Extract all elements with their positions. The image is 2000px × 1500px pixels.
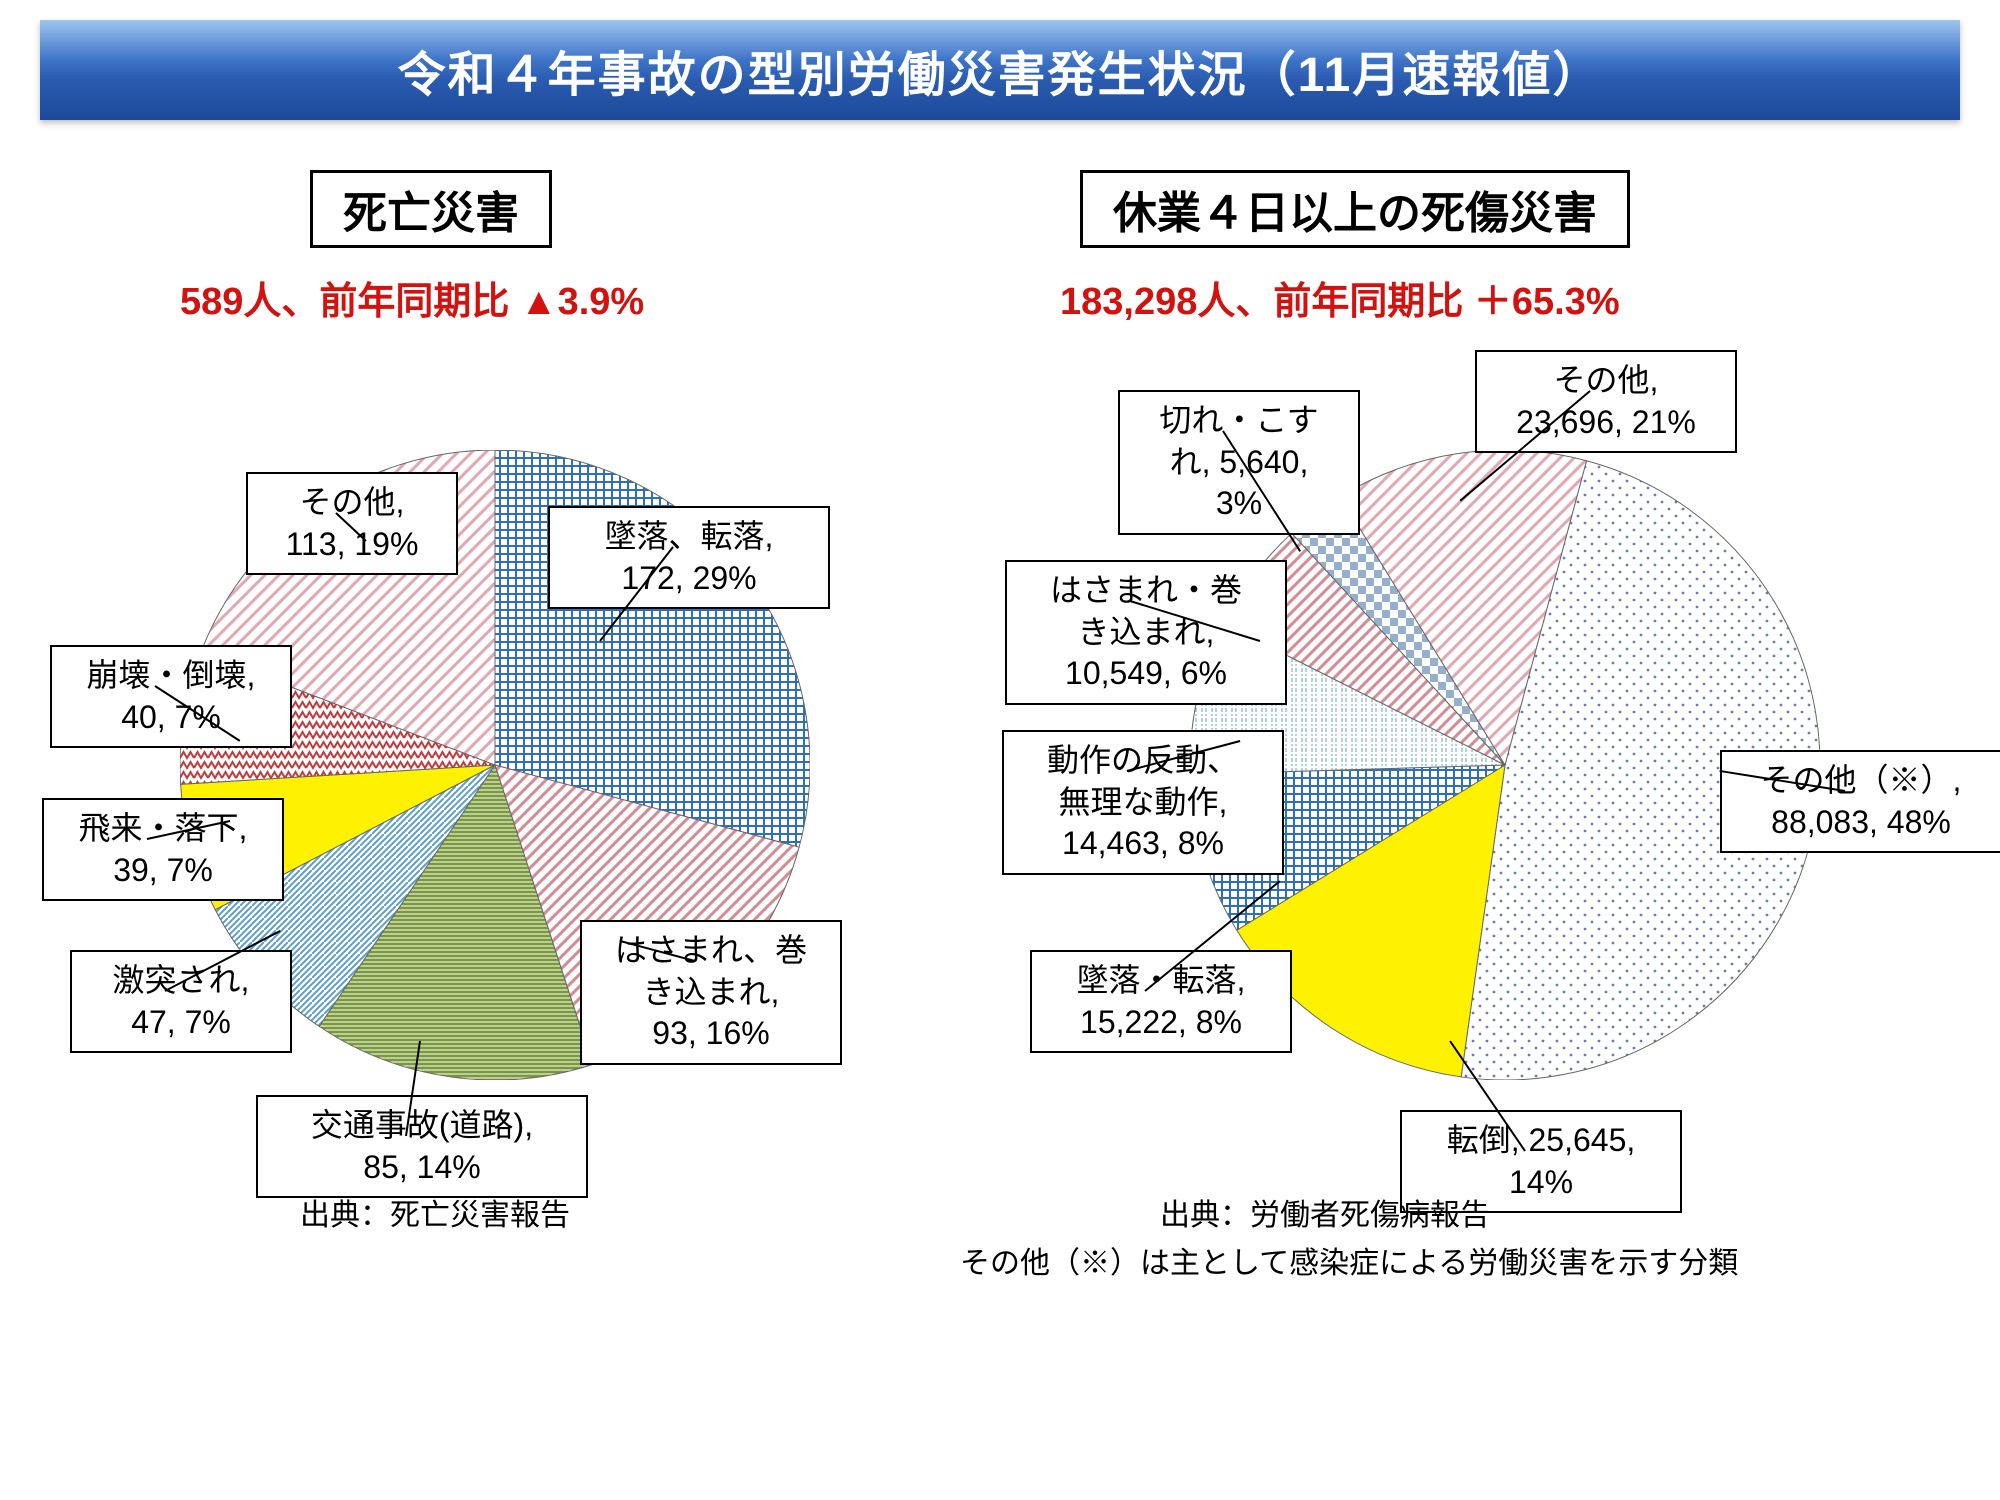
left-chart-title-box: 死亡災害	[310, 170, 552, 248]
left-chart-title: 死亡災害	[343, 189, 519, 238]
right-chart-stat: 183,298人、前年同期比 ＋65.3%	[1060, 270, 1620, 325]
chart-callout: 交通事故(道路), 85, 14%	[256, 1095, 588, 1198]
chart-callout: 動作の反動、 無理な動作, 14,463, 8%	[1002, 730, 1284, 875]
right-chart-source-note: その他（※）は主として感染症による労働災害を示す分類	[960, 1238, 1738, 1282]
right-chart-source: 出典：労働者死傷病報告	[1160, 1190, 1490, 1234]
chart-callout: 切れ・こす れ, 5,640, 3%	[1118, 390, 1360, 535]
chart-callout: 激突され, 47, 7%	[70, 950, 292, 1053]
chart-callout: その他, 113, 19%	[246, 472, 458, 575]
chart-callout: 飛来・落下, 39, 7%	[42, 798, 284, 901]
chart-callout: その他（※）, 88,083, 48%	[1720, 750, 2000, 853]
chart-callout: その他, 23,696, 21%	[1475, 350, 1737, 453]
right-chart-title: 休業４日以上の死傷災害	[1113, 189, 1597, 238]
right-chart-title-box: 休業４日以上の死傷災害	[1080, 170, 1630, 248]
chart-callout: 墜落・転落, 15,222, 8%	[1030, 950, 1292, 1053]
page-title: 令和４年事故の型別労働災害発生状況（11月速報値）	[398, 35, 1603, 105]
chart-callout: はさまれ・巻 き込まれ, 10,549, 6%	[1005, 560, 1287, 705]
left-chart-source: 出典：死亡災害報告	[300, 1190, 570, 1234]
page-root: 令和４年事故の型別労働災害発生状況（11月速報値） 死亡災害 589人、前年同期…	[0, 0, 2000, 1500]
left-chart-stat: 589人、前年同期比 ▲3.9%	[180, 270, 644, 325]
title-bar: 令和４年事故の型別労働災害発生状況（11月速報値）	[40, 20, 1960, 120]
chart-callout: 墜落、転落, 172, 29%	[548, 506, 830, 609]
